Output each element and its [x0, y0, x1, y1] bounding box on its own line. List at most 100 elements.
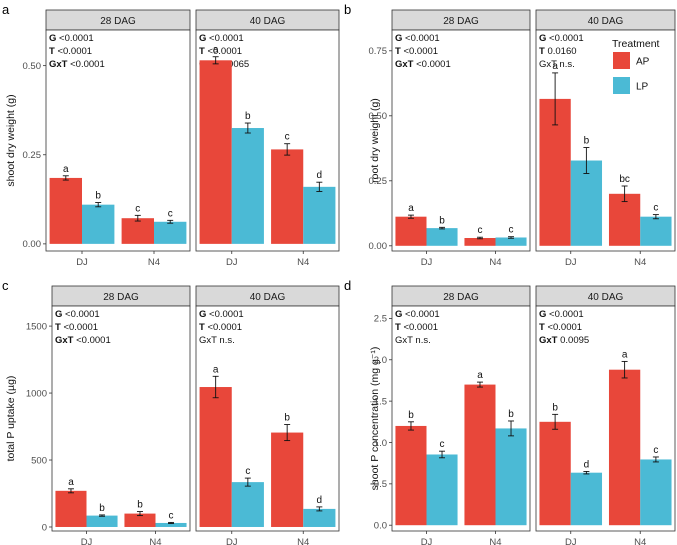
x-tick-label: N4: [297, 257, 309, 268]
bar-AP-DJ: [55, 490, 87, 527]
significance-letter: a: [213, 364, 219, 375]
significance-letter: c: [135, 203, 140, 214]
bar-LP-DJ: [570, 472, 603, 526]
significance-letter: c: [168, 208, 173, 219]
stat-line: GxT n.s.: [395, 335, 431, 346]
x-tick-label: DJ: [226, 257, 238, 268]
stat-value: <0.0001: [402, 33, 439, 44]
significance-letter: c: [477, 225, 482, 236]
legend-key-LP: [613, 77, 630, 94]
panel-letter-a: a: [2, 2, 10, 17]
stat-term: G: [199, 309, 206, 320]
bar-AP-N4: [124, 513, 156, 527]
chart-a: a shoot dry weight (g) 0.00 0.25 0.50 28 DAG G…: [2, 2, 340, 268]
bar-LP-DJ: [231, 482, 264, 527]
stat-line: T <0.0001: [395, 322, 438, 333]
y-tick-label: 2.5: [374, 314, 387, 325]
stat-value: 0.0160: [545, 46, 577, 57]
significance-letter: b: [284, 413, 290, 424]
stat-line: G <0.0001: [539, 309, 584, 320]
significance-letter: b: [99, 503, 105, 514]
stat-term: T: [199, 322, 205, 333]
panel-letter-c: c: [2, 278, 9, 293]
panel-letter-b: b: [344, 2, 351, 17]
stat-term: GxT: [539, 59, 557, 70]
stat-line: G <0.0001: [395, 309, 440, 320]
significance-letter: c: [169, 510, 174, 521]
bar-AP-DJ: [199, 387, 232, 527]
stat-term: T: [395, 46, 401, 57]
y-tick-label: 500: [31, 455, 47, 466]
stat-line: G <0.0001: [539, 33, 584, 44]
stat-line: T <0.0001: [199, 46, 242, 57]
x-tick-label: N4: [634, 257, 646, 268]
stat-term: T: [395, 322, 401, 333]
significance-letter: b: [137, 500, 143, 511]
legend-label: AP: [636, 57, 650, 68]
facet-label: 28 DAG: [443, 292, 479, 303]
significance-letter: d: [317, 495, 323, 506]
bar-AP-N4: [464, 384, 496, 526]
bar-AP-DJ: [539, 421, 571, 526]
bar-AP-N4: [271, 432, 304, 527]
stat-line: GxT <0.0001: [49, 59, 105, 70]
stat-term: T: [199, 46, 205, 57]
significance-letter: a: [63, 164, 69, 175]
x-tick-label: N4: [297, 537, 309, 545]
significance-letter: b: [584, 136, 590, 147]
stat-line: T <0.0001: [199, 322, 242, 333]
x-tick-label: N4: [489, 257, 501, 268]
significance-letter: a: [552, 61, 558, 72]
bar-LP-N4: [495, 237, 527, 246]
significance-letter: a: [622, 349, 628, 360]
stat-value: 0.0065: [217, 59, 249, 70]
stat-value: <0.0001: [205, 46, 242, 57]
bar-AP-N4: [608, 369, 641, 526]
chart-b: b root dry weight (g) 0.00 0.25 0.50 0.75 28 D…: [344, 2, 676, 268]
stat-line: T <0.0001: [539, 322, 582, 333]
y-tick-label: 0.25: [369, 176, 388, 187]
stat-value: <0.0001: [67, 59, 104, 70]
stat-value: <0.0001: [206, 309, 243, 320]
stat-term: GxT: [395, 59, 414, 70]
y-tick-label: 0.50: [369, 111, 388, 122]
stat-value: <0.0001: [73, 335, 110, 346]
y-tick-label: 0.25: [23, 150, 42, 161]
facet-label: 40 DAG: [588, 292, 624, 303]
stat-term: GxT: [395, 335, 413, 346]
significance-letter: b: [508, 409, 514, 420]
chart-d: d shoot P concentration (mg g⁻¹) 0.0 0.5 1.0…: [344, 278, 676, 545]
stat-term: GxT: [49, 59, 68, 70]
significance-letter: bc: [619, 174, 630, 185]
stat-term: GxT: [539, 335, 558, 346]
y-axis-title: shoot P concentration (mg g⁻¹): [369, 347, 381, 491]
y-tick-label: 0.5: [374, 479, 387, 490]
facet-label: 28 DAG: [443, 16, 479, 27]
bar-LP-N4: [303, 186, 336, 244]
stat-line: T <0.0001: [55, 322, 98, 333]
significance-letter: a: [408, 203, 414, 214]
x-tick-label: DJ: [421, 537, 433, 545]
facet-label: 28 DAG: [103, 292, 139, 303]
significance-letter: b: [408, 410, 414, 421]
x-tick-label: DJ: [81, 537, 93, 545]
significance-letter: b: [245, 111, 251, 122]
significance-letter: c: [653, 203, 658, 214]
significance-letter: c: [440, 439, 445, 450]
bar-AP-DJ: [395, 216, 427, 246]
stat-line: G <0.0001: [199, 33, 244, 44]
bar-LP-N4: [154, 221, 187, 244]
stat-term: G: [539, 309, 546, 320]
stat-term: GxT: [55, 335, 74, 346]
stat-value: <0.0001: [61, 322, 98, 333]
y-tick-label: 2.0: [374, 355, 387, 366]
stat-term: T: [55, 322, 61, 333]
significance-letter: a: [68, 477, 74, 488]
stat-value: <0.0001: [205, 322, 242, 333]
stat-line: T <0.0001: [49, 46, 92, 57]
stat-value: <0.0001: [62, 309, 99, 320]
legend-key-AP: [613, 52, 630, 69]
x-tick-label: N4: [149, 537, 161, 545]
